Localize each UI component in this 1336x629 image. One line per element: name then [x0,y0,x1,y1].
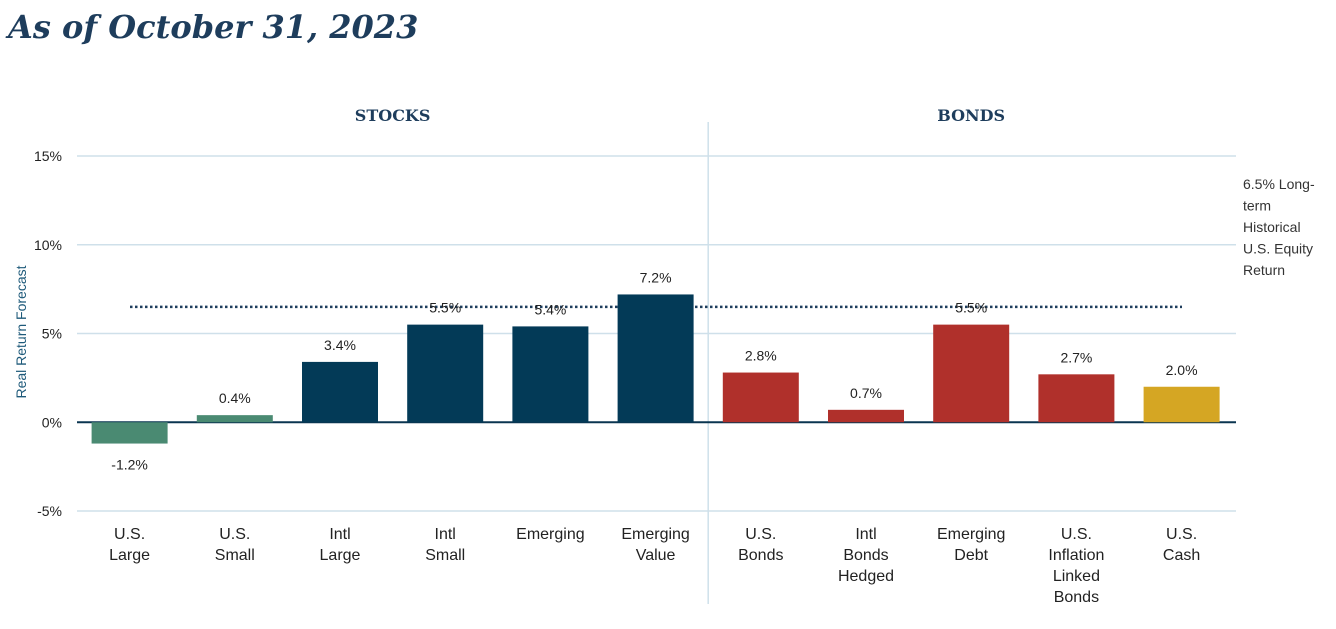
y-tick-label: 15% [34,148,62,164]
y-tick-label: 10% [34,237,62,253]
bars [91,294,1220,444]
category-label-line: Debt [954,547,988,564]
data-label: 2.8% [745,348,777,364]
category-labels: U.S. Large U.S. Small Intl Large Intl Small Emer… [109,526,1200,606]
y-tick-label: -5% [37,503,62,519]
bar [933,324,1010,423]
category-label: Intl Bonds Hedged [838,526,894,585]
group-header: BONDS [937,106,1005,125]
category-label-line: U.S. [219,526,250,543]
data-label: 0.4% [219,390,251,406]
data-label: 5.4% [534,301,566,317]
bar [722,372,799,423]
bar [407,324,484,423]
reference-line-label: 6.5% Long-term Historical U.S. Equity Retur… [1243,176,1315,278]
category-label-line: Bonds [843,547,888,564]
category-label: Emerging Value [621,526,689,564]
category-label-line: Large [320,547,361,564]
category-label-line: Intl [435,526,456,543]
bar [1038,374,1115,423]
bar [617,294,694,423]
data-label: -1.2% [111,457,148,473]
category-label-line: Small [215,547,255,564]
y-tick-label: 5% [42,326,62,342]
category-label-line: Small [425,547,465,564]
category-label-line: Emerging [937,526,1005,543]
category-label-line: Cash [1163,547,1200,564]
category-label: Emerging [516,526,584,543]
page-title: As of October 31, 2023 [8,8,419,46]
data-label: 5.5% [955,300,987,316]
category-label-line: Linked [1053,568,1100,585]
category-label: Intl Large [320,526,361,564]
category-label-line: Intl [329,526,350,543]
data-label: 2.0% [1166,362,1198,378]
category-label: U.S. Inflation Linked Bonds [1048,526,1104,606]
category-label-line: U.S. [114,526,145,543]
category-label-line: Emerging [621,526,689,543]
data-label: 0.7% [850,385,882,401]
category-label-line: Bonds [738,547,783,564]
reference-line-label-line: term [1243,198,1271,214]
category-label-line: Bonds [1054,589,1099,606]
category-label-line: U.S. [745,526,776,543]
category-label: Emerging Debt [937,526,1005,564]
category-label-line: Intl [855,526,876,543]
reference-line-label-line: U.S. Equity [1243,241,1313,257]
bar [91,422,168,444]
category-label-line: U.S. [1166,526,1197,543]
y-axis-label: Real Return Forecast [13,265,29,398]
bar [302,361,378,423]
data-label: 3.4% [324,337,356,353]
group-headers: STOCKS BONDS [355,106,1005,125]
y-tick-label: 0% [42,414,62,430]
category-label-line: Inflation [1048,547,1104,564]
reference-line-label-line: 6.5% Long- [1243,176,1315,192]
reference-line-label-line: Historical [1243,219,1301,235]
category-label-line: Value [636,547,676,564]
group-header: STOCKS [355,106,431,125]
category-label: Intl Small [425,526,465,564]
bar [196,415,273,423]
reference-line-label-line: Return [1243,262,1285,278]
category-label-line: U.S. [1061,526,1092,543]
data-label: 2.7% [1060,349,1092,365]
reference-line-group: 6.5% Long-term Historical U.S. Equity Retur… [130,176,1315,309]
bar [1143,386,1220,423]
data-label: 5.5% [429,300,461,316]
category-label-line: Large [109,547,150,564]
data-label: 7.2% [640,269,672,285]
bar [512,326,589,423]
category-label-line: Emerging [516,526,584,543]
category-label: U.S. Bonds [738,526,783,564]
value-labels: -1.2% 0.4% 3.4% 5.5% 5.4% 7.2% 2.8% 0.7% 5.5% 2.7… [111,269,1197,472]
category-label-line: Hedged [838,568,894,585]
category-label: U.S. Cash [1163,526,1200,564]
y-tick-labels: 15% 10% 5% 0% -5% [34,148,62,519]
category-label: U.S. Small [215,526,255,564]
category-label: U.S. Large [109,526,150,564]
bar [828,409,904,423]
